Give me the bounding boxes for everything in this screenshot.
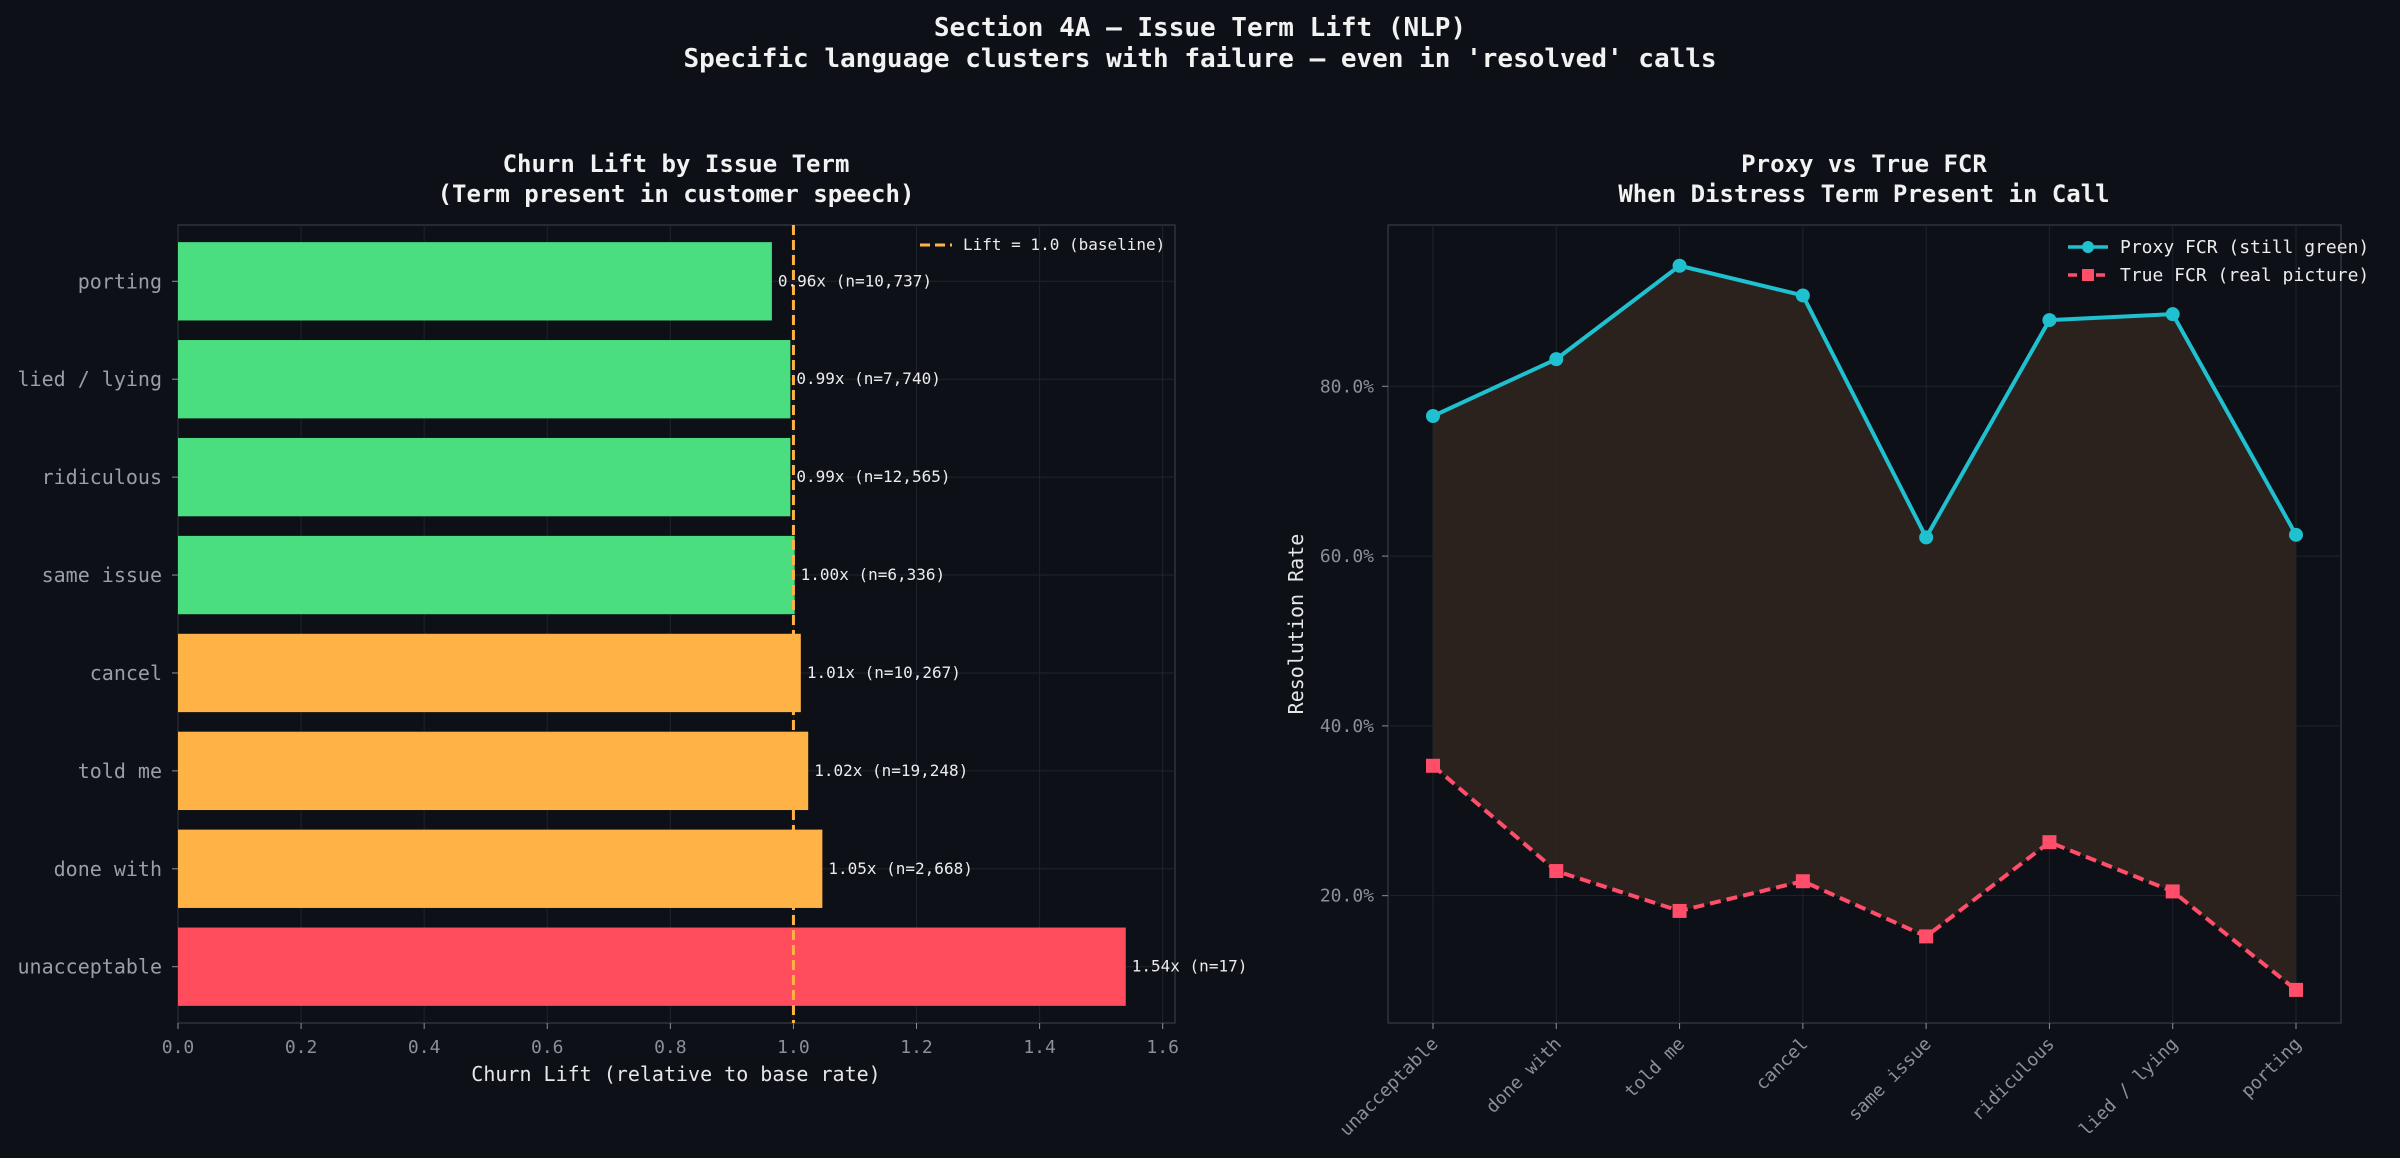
legend-proxy-marker: [2082, 241, 2094, 253]
true-fcr-point: [1549, 864, 1564, 879]
left-bar-labels: 0.96x (n=10,737) 0.99x (n=7,740) 0.99x (n=…: [778, 271, 1247, 975]
bar-value-label: 0.99x (n=12,565): [796, 467, 950, 486]
true-fcr-point: [1919, 929, 1934, 944]
y-tick-label: unacceptable: [18, 955, 163, 979]
true-fcr-point: [1426, 758, 1440, 773]
x-tick-label: 1.4: [1023, 1037, 1056, 1058]
bar: [178, 340, 791, 419]
true-fcr-point: [1672, 903, 1687, 918]
churn-lift-chart: Churn Lift by Issue Term (Term present i…: [18, 150, 1248, 1086]
right-y-axis-label: Resolution Rate: [1284, 534, 1308, 715]
proxy-fcr-point: [1795, 288, 1810, 303]
y-tick-label: ridiculous: [42, 465, 162, 489]
bar: [178, 437, 791, 517]
right-lines: [1431, 263, 2298, 992]
true-fcr-point: [2042, 835, 2057, 850]
right-gap-fill: [1433, 265, 2296, 990]
left-x-ticks: 0.0 0.2 0.4 0.6 0.8 1.0 1.2 1.4 1.6: [162, 1023, 1179, 1058]
y-tick-label: 60.0%: [1320, 546, 1374, 567]
y-tick-label: cancel: [90, 661, 162, 685]
y-tick-label: done with: [54, 857, 162, 881]
bar-value-label: 1.05x (n=2,668): [828, 859, 973, 878]
legend-true-marker: [2082, 269, 2094, 281]
figure-subtitle: Specific language clusters with failure …: [683, 44, 1716, 74]
bar: [178, 927, 1126, 1006]
left-legend: Lift = 1.0 (baseline): [920, 235, 1165, 254]
bar-value-label: 0.99x (n=7,740): [796, 369, 941, 388]
true-fcr-point: [1795, 874, 1810, 889]
true-fcr-point: [2289, 982, 2303, 997]
proxy-fcr-point: [1672, 258, 1687, 273]
bar-value-label: 1.54x (n=17): [1132, 957, 1248, 976]
y-tick-label: 40.0%: [1320, 716, 1374, 737]
right-markers: [1426, 258, 2303, 997]
bar-value-label: 1.00x (n=6,336): [801, 565, 946, 584]
x-tick-label: 0.4: [408, 1037, 441, 1058]
y-tick-label: lied / lying: [18, 367, 163, 391]
x-tick-label: 0.6: [531, 1037, 564, 1058]
y-tick-label: told me: [78, 759, 162, 783]
left-chart-subtitle: (Term present in customer speech): [438, 180, 915, 208]
bar: [178, 633, 801, 713]
left-bars: [178, 242, 1126, 1006]
left-x-axis-label: Churn Lift (relative to base rate): [471, 1062, 880, 1086]
bar-value-label: 1.01x (n=10,267): [807, 663, 961, 682]
right-chart-subtitle: When Distress Term Present in Call: [1618, 180, 2109, 208]
proxy-fcr-point: [1919, 530, 1934, 545]
right-chart-title: Proxy vs True FCR: [1741, 150, 1987, 178]
right-legend: Proxy FCR (still green) True FCR (real p…: [2068, 237, 2369, 286]
x-tick-label: 0.0: [162, 1037, 195, 1058]
y-tick-label: porting: [78, 269, 162, 293]
true-fcr-point: [2165, 884, 2180, 899]
left-y-ticks: porting lied / lying ridiculous same issue c…: [18, 269, 178, 979]
proxy-fcr-point: [2289, 527, 2303, 542]
left-chart-title: Churn Lift by Issue Term: [503, 150, 850, 178]
bar: [178, 242, 772, 321]
x-tick-label: 0.8: [654, 1037, 687, 1058]
bar-value-label: 0.96x (n=10,737): [778, 271, 932, 290]
figure-title: Section 4A — Issue Term Lift (NLP): [934, 13, 1466, 43]
gap-area: [1433, 265, 2296, 990]
x-tick-label: 1.0: [777, 1037, 810, 1058]
y-tick-label: same issue: [42, 563, 162, 587]
legend-proxy-label: Proxy FCR (still green): [2120, 237, 2369, 258]
true-fcr-line: [1431, 764, 2298, 992]
proxy-fcr-point: [1426, 409, 1440, 424]
fcr-comparison-chart: Proxy vs True FCR When Distress Term Pre…: [1284, 150, 2369, 1140]
x-tick-label: 1.6: [1146, 1037, 1179, 1058]
bar: [178, 731, 809, 811]
proxy-fcr-point: [2042, 313, 2057, 328]
bar: [178, 829, 823, 908]
legend-baseline-label: Lift = 1.0 (baseline): [963, 235, 1165, 254]
y-tick-label: 20.0%: [1320, 886, 1374, 907]
bar-value-label: 1.02x (n=19,248): [814, 761, 968, 780]
y-tick-label: 80.0%: [1320, 376, 1374, 397]
proxy-fcr-point: [2165, 307, 2180, 322]
right-y-ticks: 20.0% 40.0% 60.0% 80.0%: [1320, 376, 1388, 907]
legend-true-label: True FCR (real picture): [2120, 265, 2369, 286]
x-tick-label: 1.2: [900, 1037, 933, 1058]
bar: [178, 535, 795, 615]
proxy-fcr-line: [1432, 263, 2298, 540]
proxy-fcr-point: [1549, 352, 1564, 367]
x-tick-label: 0.2: [285, 1037, 318, 1058]
